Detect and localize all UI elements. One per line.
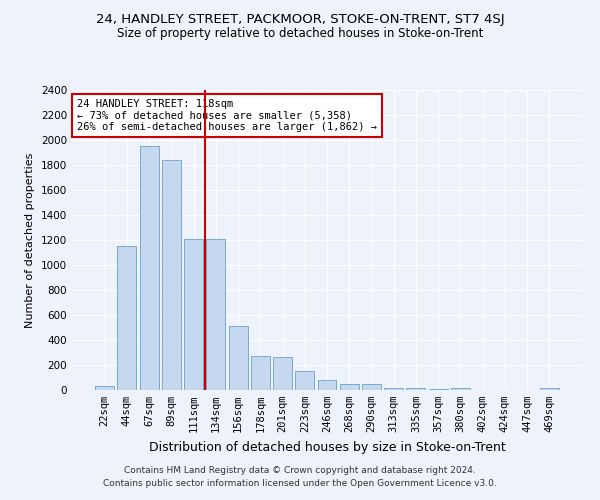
Text: Size of property relative to detached houses in Stoke-on-Trent: Size of property relative to detached ho…	[117, 28, 483, 40]
Bar	[206, 239, 225, 390]
Bar	[229, 326, 248, 390]
Bar	[118, 246, 136, 390]
Text: 24, HANDLEY STREET, PACKMOOR, STOKE-ON-TRENT, ST7 4SJ: 24, HANDLEY STREET, PACKMOOR, STOKE-ON-T…	[95, 12, 505, 26]
Bar	[251, 356, 270, 390]
Bar	[140, 146, 158, 390]
Bar	[340, 384, 359, 390]
Bar	[273, 357, 292, 390]
Bar	[295, 370, 314, 390]
Text: 24 HANDLEY STREET: 118sqm
← 73% of detached houses are smaller (5,358)
26% of se: 24 HANDLEY STREET: 118sqm ← 73% of detac…	[77, 99, 377, 132]
Bar	[162, 160, 181, 390]
Bar	[384, 388, 403, 390]
Bar	[540, 388, 559, 390]
X-axis label: Distribution of detached houses by size in Stoke-on-Trent: Distribution of detached houses by size …	[149, 440, 505, 454]
Bar	[429, 389, 448, 390]
Bar	[451, 388, 470, 390]
Y-axis label: Number of detached properties: Number of detached properties	[25, 152, 35, 328]
Bar	[362, 384, 381, 390]
Bar	[184, 239, 203, 390]
Bar	[317, 380, 337, 390]
Bar	[95, 386, 114, 390]
Bar	[406, 388, 425, 390]
Text: Contains HM Land Registry data © Crown copyright and database right 2024.
Contai: Contains HM Land Registry data © Crown c…	[103, 466, 497, 487]
